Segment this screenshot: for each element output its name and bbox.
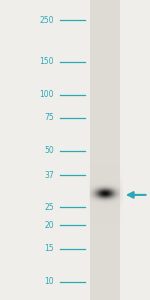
Bar — [90, 0, 120, 300]
Text: 150: 150 — [39, 57, 54, 66]
Text: 250: 250 — [39, 16, 54, 25]
Text: 100: 100 — [39, 90, 54, 99]
Text: 50: 50 — [44, 146, 54, 155]
Text: 25: 25 — [44, 203, 54, 212]
Text: 37: 37 — [44, 171, 54, 180]
Text: 10: 10 — [44, 278, 54, 286]
Text: 15: 15 — [44, 244, 54, 253]
Text: 75: 75 — [44, 113, 54, 122]
Text: 20: 20 — [44, 221, 54, 230]
